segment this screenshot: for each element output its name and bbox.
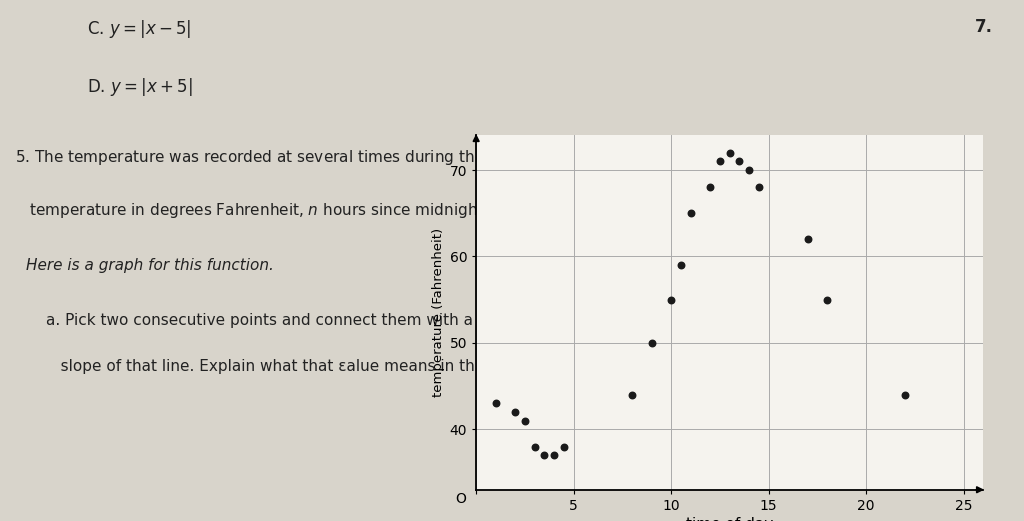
Point xyxy=(556,442,572,451)
Point xyxy=(487,399,504,407)
Text: temperature in degrees Fahrenheit, $n$ hours since midnight.: temperature in degrees Fahrenheit, $n$ h… xyxy=(15,201,488,219)
Point xyxy=(507,408,523,416)
Text: C. $y = |x - 5|$: C. $y = |x - 5|$ xyxy=(87,18,191,40)
Point xyxy=(517,416,534,425)
Point xyxy=(897,391,913,399)
Point xyxy=(701,183,718,192)
Text: slope of that line. Explain what that εalue means in this situation.: slope of that line. Explain what that εa… xyxy=(46,359,563,375)
Point xyxy=(526,442,543,451)
Point xyxy=(643,339,659,347)
Point xyxy=(682,209,698,217)
Text: 5. The temperature was recorded at several times during the day. Function $T$ gi: 5. The temperature was recorded at sever… xyxy=(15,148,682,167)
Point xyxy=(751,183,767,192)
Point xyxy=(741,166,758,174)
Text: Here is a graph for this function.: Here is a graph for this function. xyxy=(26,258,273,273)
Point xyxy=(624,391,640,399)
Text: 7.: 7. xyxy=(975,18,993,36)
Point xyxy=(800,235,816,243)
Point xyxy=(537,451,553,460)
Point xyxy=(731,157,748,166)
Point xyxy=(721,148,737,157)
X-axis label: time of day: time of day xyxy=(686,517,773,521)
Y-axis label: temperature (Fahrenheit): temperature (Fahrenheit) xyxy=(432,228,445,397)
Point xyxy=(819,295,836,304)
Text: O: O xyxy=(456,492,466,506)
Text: a. Pick two consecutive points and connect them with a line segment. Estimate th: a. Pick two consecutive points and conne… xyxy=(46,313,685,328)
Point xyxy=(673,261,689,269)
Point xyxy=(663,295,679,304)
Text: D. $y = |x + 5|$: D. $y = |x + 5|$ xyxy=(87,76,193,97)
Point xyxy=(712,157,728,166)
Point xyxy=(546,451,562,460)
